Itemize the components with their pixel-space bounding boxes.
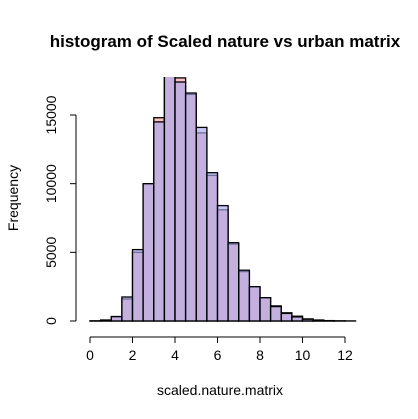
bar-series-blue-7 xyxy=(163,77,176,322)
bar-series-blue-1 xyxy=(99,319,112,322)
y-tick-label-0: 0 xyxy=(43,317,59,325)
bar-series-blue-10 xyxy=(195,126,208,322)
bar-series-blue-3 xyxy=(121,296,134,322)
x-tick-label-2: 4 xyxy=(171,347,179,363)
bar-series-blue-4 xyxy=(131,248,144,322)
bar-series-blue-2 xyxy=(110,315,123,322)
bar-series-blue-20 xyxy=(301,318,314,322)
y-tick-label-1: 5000 xyxy=(43,237,59,268)
bar-series-blue-6 xyxy=(153,121,166,322)
x-tick-label-1: 2 xyxy=(129,347,137,363)
x-axis-label: scaled.nature.matrix xyxy=(157,382,283,398)
x-tick-label-0: 0 xyxy=(86,347,94,363)
bar-series-blue-15 xyxy=(248,286,261,322)
bar-series-blue-12 xyxy=(216,204,229,322)
bar-series-blue-13 xyxy=(227,242,240,322)
bar-series-blue-8 xyxy=(174,81,187,322)
bar-series-blue-16 xyxy=(259,297,272,322)
bar-series-blue-18 xyxy=(280,312,293,322)
y-axis-label: Frequency xyxy=(5,165,21,231)
bar-series-blue-19 xyxy=(291,316,304,322)
chart-title: histogram of Scaled nature vs urban matr… xyxy=(50,32,401,51)
bar-series-blue-5 xyxy=(142,183,155,322)
plot-area xyxy=(89,77,357,322)
y-tick-label-2: 10000 xyxy=(43,164,59,203)
series-1 xyxy=(89,77,346,322)
x-tick-label-4: 8 xyxy=(256,347,264,363)
bar-series-blue-21 xyxy=(312,319,325,322)
x-tick-label-3: 6 xyxy=(214,347,222,363)
y-tick-label-3: 15000 xyxy=(43,95,59,134)
bar-series-blue-14 xyxy=(238,269,251,322)
axes: 0 2 4 6 8 10 12 0 5000 10000 15000 xyxy=(43,95,353,363)
bar-series-blue-11 xyxy=(206,172,219,322)
x-tick-label-5: 10 xyxy=(295,347,311,363)
x-tick-label-6: 12 xyxy=(337,347,353,363)
bar-series-blue-9 xyxy=(184,92,197,322)
bar-series-blue-17 xyxy=(269,305,282,322)
